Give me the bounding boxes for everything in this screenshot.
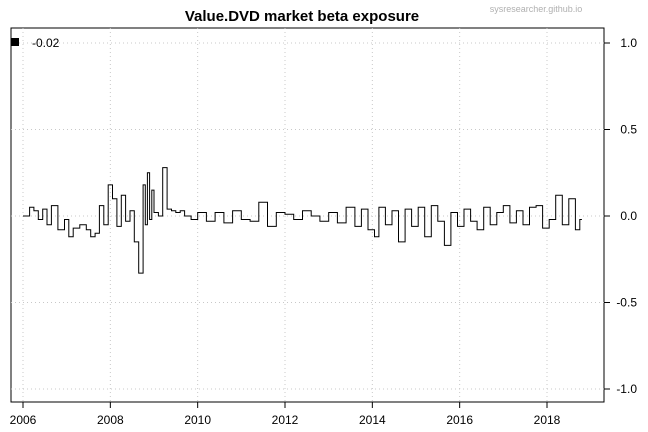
x-tick-label: 2006 — [10, 413, 37, 427]
legend: -0.02 — [11, 36, 60, 50]
chart-title: Value.DVD market beta exposure — [185, 8, 419, 25]
x-tick-label: 2008 — [97, 413, 124, 427]
y-tick-label: -1.0 — [616, 382, 637, 396]
grid-lines — [11, 28, 604, 402]
x-tick-label: 2018 — [534, 413, 561, 427]
x-tick-label: 2014 — [359, 413, 386, 427]
x-tick-label: 2016 — [446, 413, 473, 427]
x-tick-label: 2010 — [184, 413, 211, 427]
x-tick-label: 2012 — [272, 413, 299, 427]
plot-frame — [10, 27, 605, 403]
y-tick-label: -0.5 — [616, 296, 637, 310]
series-layer — [23, 167, 582, 274]
y-tick-label: 1.0 — [620, 36, 637, 50]
y-tick-label: 0.0 — [620, 209, 637, 223]
legend-entry-label: -0.02 — [32, 36, 60, 50]
y-tick-label: 0.5 — [620, 123, 637, 137]
watermark-text: sysresearcher.github.io — [490, 4, 583, 14]
y-axis: 1.0 0.5 0.0 -0.5 -1.0 — [604, 36, 637, 396]
x-axis: 2006 2008 2010 2012 2014 2016 2018 — [10, 402, 561, 427]
legend-swatch — [11, 38, 19, 46]
series-line — [23, 167, 582, 274]
